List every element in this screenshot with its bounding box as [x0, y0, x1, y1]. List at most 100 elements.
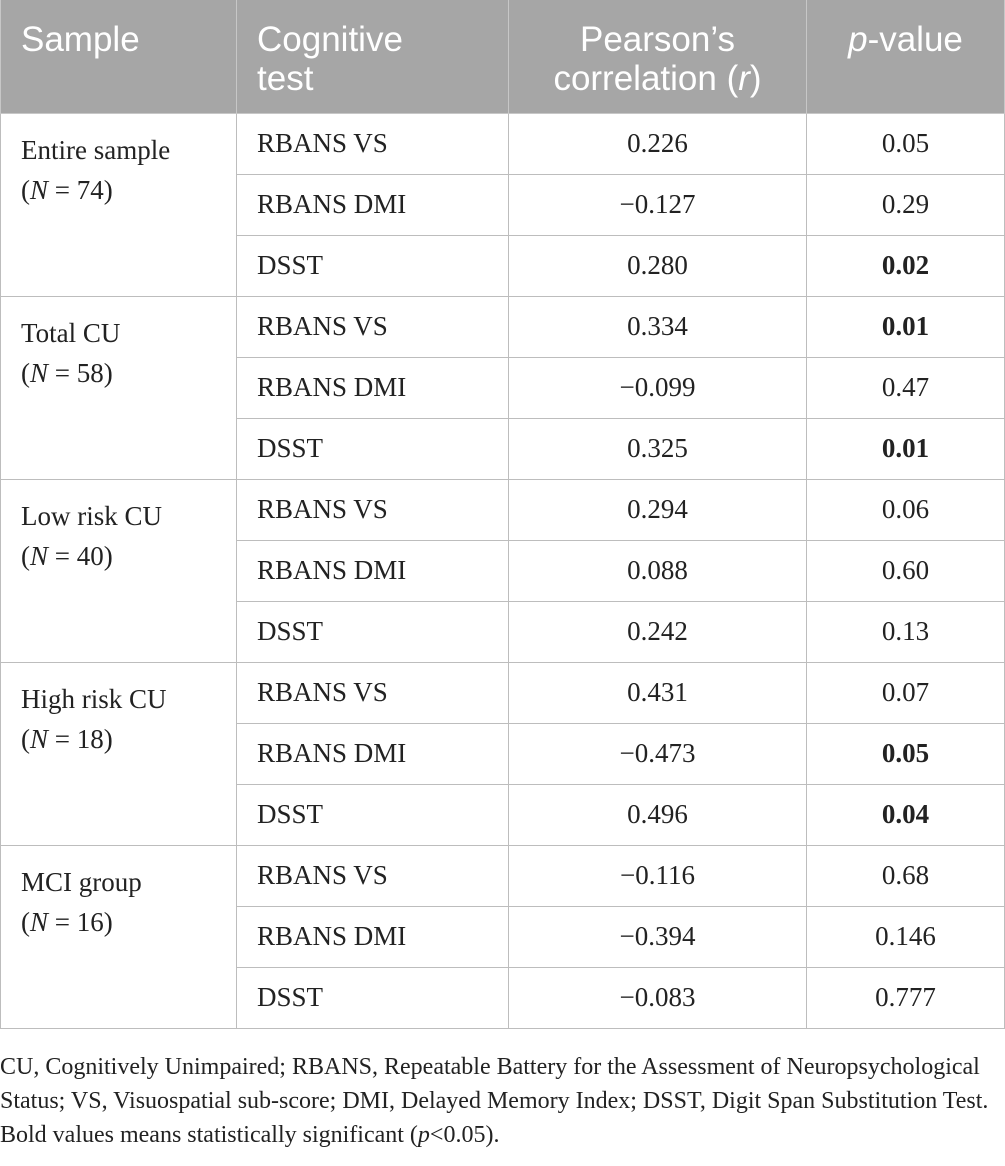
p-value-cell: 0.68 — [806, 844, 1005, 907]
sample-size: (N = 74) — [21, 170, 236, 210]
table-row: RBANS DMI −0.473 0.05 — [1, 722, 1005, 785]
cognitive-test-cell: DSST — [236, 417, 509, 480]
cognitive-test-cell: RBANS DMI — [236, 722, 509, 785]
correlation-cell: −0.127 — [508, 173, 807, 236]
sample-cell: Total CU (N = 58) — [0, 295, 237, 480]
table-row: RBANS DMI −0.127 0.29 — [1, 173, 1005, 236]
correlation-cell: 0.431 — [508, 661, 807, 724]
table-row: RBANS DMI 0.088 0.60 — [1, 539, 1005, 602]
sample-name: Entire sample — [21, 134, 171, 165]
sample-size: (N = 40) — [21, 536, 236, 576]
correlation-cell: 0.226 — [508, 112, 807, 175]
cognitive-test-cell: RBANS DMI — [236, 356, 509, 419]
correlation-cell: 0.294 — [508, 478, 807, 541]
cognitive-test-cell: RBANS VS — [236, 844, 509, 907]
cognitive-test-cell: RBANS VS — [236, 295, 509, 358]
sample-size-value: = 16) — [48, 906, 113, 937]
cognitive-test-cell: RBANS DMI — [236, 173, 509, 236]
header-value-word: -value — [867, 20, 963, 59]
cognitive-test-cell: DSST — [236, 783, 509, 846]
footnote-text: CU, Cognitively Unimpaired; RBANS, Repea… — [0, 1054, 989, 1148]
correlation-cell: 0.280 — [508, 234, 807, 297]
table-row: RBANS DMI −0.099 0.47 — [1, 356, 1005, 419]
cognitive-test-cell: RBANS VS — [236, 112, 509, 175]
p-value-cell: 0.05 — [806, 722, 1005, 785]
correlation-cell: −0.116 — [508, 844, 807, 907]
table-row: Low risk CU (N = 40) RBANS VS 0.294 0.06 — [0, 478, 1005, 663]
sample-size: (N = 18) — [21, 719, 236, 759]
p-value-cell: 0.29 — [806, 173, 1005, 236]
p-value-cell: 0.146 — [806, 905, 1005, 968]
p-value-cell: 0.04 — [806, 783, 1005, 846]
correlation-cell: 0.242 — [508, 600, 807, 663]
p-value-cell: 0.05 — [806, 112, 1005, 175]
correlation-cell: −0.473 — [508, 722, 807, 785]
p-value-cell: 0.07 — [806, 661, 1005, 724]
correlation-cell: 0.325 — [508, 417, 807, 480]
sample-size-value: = 18) — [48, 723, 113, 754]
header-pearson-word: Pearson’s — [579, 20, 735, 59]
sample-size: (N = 16) — [21, 902, 236, 942]
correlation-cell: 0.088 — [508, 539, 807, 602]
sample-size-n: N — [30, 906, 49, 937]
correlation-cell: −0.099 — [508, 356, 807, 419]
table-row: DSST −0.083 0.777 — [1, 966, 1005, 1029]
sample-size-n: N — [30, 174, 49, 205]
header-p-value-label: p-value — [807, 0, 1004, 59]
table-footnote: CU, Cognitively Unimpaired; RBANS, Repea… — [0, 1050, 1000, 1152]
sample-cell: Entire sample (N = 74) — [0, 112, 237, 297]
sample-cell: High risk CU (N = 18) — [0, 661, 237, 846]
header-close-paren: ) — [749, 59, 762, 98]
correlation-cell: −0.394 — [508, 905, 807, 968]
sample-size-open: ( — [21, 723, 30, 754]
header-cognitive-test: Cognitive test — [236, 0, 509, 114]
cognitive-test-cell: RBANS DMI — [236, 905, 509, 968]
sample-size-value: = 40) — [48, 540, 113, 571]
correlation-cell: 0.496 — [508, 783, 807, 846]
p-value-cell: 0.02 — [806, 234, 1005, 297]
sample-name: High risk CU — [21, 683, 167, 714]
header-row: Sample Cognitive test Pearson’s correlat… — [0, 0, 1005, 114]
cognitive-test-cell: RBANS DMI — [236, 539, 509, 602]
cognitive-test-cell: RBANS VS — [236, 478, 509, 541]
sample-name: Low risk CU — [21, 500, 162, 531]
header-p-value: p-value — [806, 0, 1005, 114]
sample-name: Total CU — [21, 317, 121, 348]
p-value-cell: 0.777 — [806, 966, 1005, 1029]
sample-size-open: ( — [21, 540, 30, 571]
p-value-cell: 0.60 — [806, 539, 1005, 602]
table-row: RBANS DMI −0.394 0.146 — [1, 905, 1005, 968]
table-row: MCI group (N = 16) RBANS VS −0.116 0.68 — [0, 844, 1005, 1029]
table-row: Entire sample (N = 74) RBANS VS 0.226 0.05 — [0, 112, 1005, 297]
header-r-symbol: r — [738, 59, 750, 98]
p-value-cell: 0.06 — [806, 478, 1005, 541]
sample-size-n: N — [30, 357, 49, 388]
correlation-table: Sample Cognitive test Pearson’s correlat… — [0, 0, 1005, 1029]
sample-size-open: ( — [21, 357, 30, 388]
cognitive-test-cell: RBANS VS — [236, 661, 509, 724]
cognitive-test-cell: DSST — [236, 600, 509, 663]
table-row: DSST 0.325 0.01 — [1, 417, 1005, 480]
table-row: DSST 0.242 0.13 — [1, 600, 1005, 663]
sample-size-open: ( — [21, 174, 30, 205]
sample-size-n: N — [30, 723, 49, 754]
sample-cell: MCI group (N = 16) — [0, 844, 237, 1029]
cognitive-test-cell: DSST — [236, 966, 509, 1029]
p-value-cell: 0.47 — [806, 356, 1005, 419]
header-pearson-correlation: Pearson’s correlation (r) — [508, 0, 807, 114]
sample-size-value: = 74) — [48, 174, 113, 205]
sample-size-n: N — [30, 540, 49, 571]
sample-size-open: ( — [21, 906, 30, 937]
table-body: Entire sample (N = 74) RBANS VS 0.226 0.05 RB… — [0, 112, 1005, 1029]
p-value-cell: 0.01 — [806, 295, 1005, 358]
sample-size: (N = 58) — [21, 353, 236, 393]
p-value-cell: 0.13 — [806, 600, 1005, 663]
header-pearson-correlation-label: Pearson’s correlation (r) — [509, 0, 806, 98]
header-correlation-word: correlation ( — [553, 59, 739, 98]
p-value-cell: 0.01 — [806, 417, 1005, 480]
table-row: Total CU (N = 58) RBANS VS 0.334 0.01 — [0, 295, 1005, 480]
correlation-cell: 0.334 — [508, 295, 807, 358]
table-row: DSST 0.496 0.04 — [1, 783, 1005, 846]
table-header: Sample Cognitive test Pearson’s correlat… — [0, 0, 1005, 114]
header-cognitive-test-label: Cognitive test — [257, 20, 403, 98]
